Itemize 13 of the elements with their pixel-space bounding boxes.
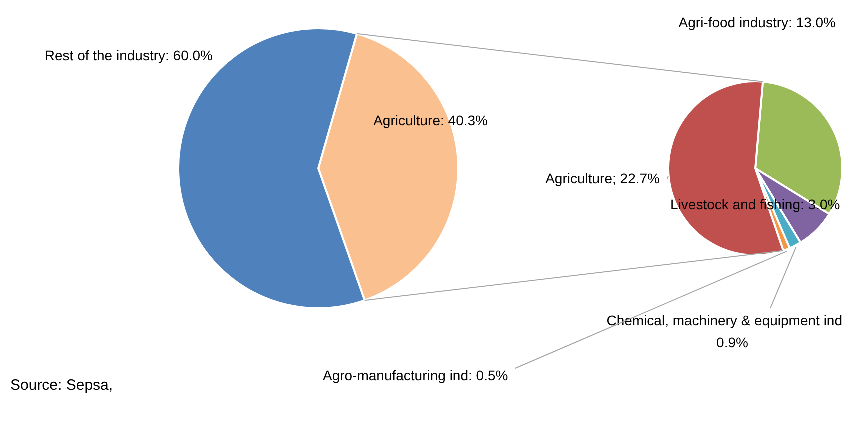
slice-label: Agriculture [374,112,441,128]
source-note: Source: Sepsa, [10,377,114,394]
data-label: : 40.3% [440,112,488,128]
slice-label: Agriculture [546,170,613,186]
slice-label: Rest of the industry [44,48,166,64]
slice-label: Agri-food industry [678,14,788,30]
slice-label: Chemical, machinery & equipment ind [606,312,843,328]
data-label: ; 22.7% [612,170,660,186]
data-label: : 60.0% [166,48,213,64]
data-label: 0.9% [716,334,748,350]
slice-label: Agro-manufacturing ind [322,368,469,384]
data-label: : 13.0% [788,14,836,30]
data-label: : 0.5% [468,368,508,384]
